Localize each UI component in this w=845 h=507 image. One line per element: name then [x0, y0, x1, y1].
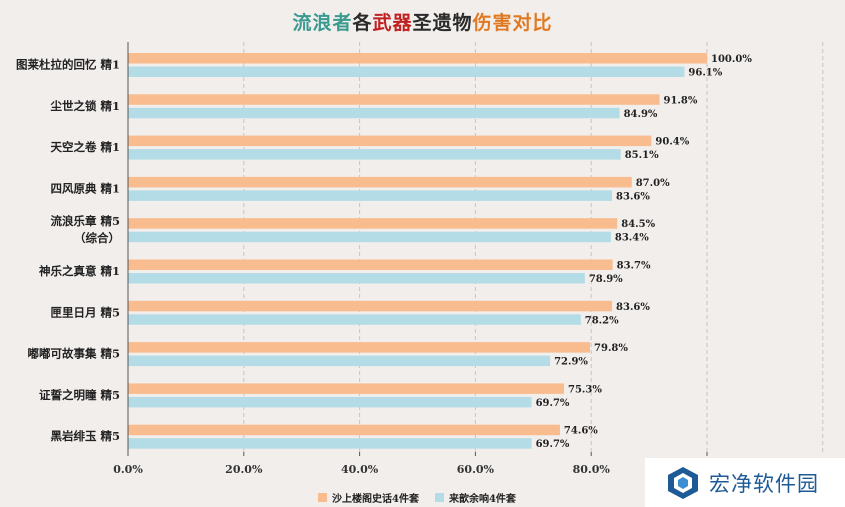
title-part: 流浪者 [292, 12, 353, 34]
category-label: 匣里日月 精5 [50, 305, 120, 319]
data-label: 91.8% [664, 95, 698, 106]
legend-item-series-2: 来歆余响4件套 [434, 490, 516, 505]
category-label: 图莱杜拉的回忆 精1 [16, 58, 120, 72]
title-part: 武器 [372, 12, 413, 34]
category-label: （综合） [74, 231, 120, 245]
title-part: 圣遗物 [412, 12, 473, 34]
legend-label-series-1: 沙上楼阁史话4件套 [332, 493, 419, 505]
bar [128, 53, 707, 64]
bar [128, 190, 613, 201]
legend-item-series-1: 沙上楼阁史话4件套 [318, 490, 419, 505]
data-label: 78.2% [585, 315, 619, 326]
bar [128, 383, 564, 394]
bar [128, 66, 685, 77]
data-label: 69.7% [536, 439, 570, 450]
legend-label-series-2: 来歆余响4件套 [448, 493, 516, 505]
watermark-text: 宏净软件园 [709, 471, 819, 496]
bar [128, 176, 632, 188]
category-label: 四风原典 精1 [50, 181, 120, 195]
data-label: 100.0% [711, 54, 752, 65]
data-label: 84.9% [624, 109, 658, 120]
category-label: 证誓之明瞳 精5 [39, 388, 120, 402]
legend: 沙上楼阁史话4件套 来歆余响4件套 [318, 489, 516, 505]
data-label: 83.7% [617, 261, 651, 272]
bar [128, 424, 560, 436]
x-tick-label: 40.0% [341, 463, 379, 476]
category-label: 神乐之真意 精1 [39, 264, 120, 278]
legend-swatch-series-2 [434, 492, 444, 502]
data-label: 69.7% [536, 398, 570, 409]
data-label: 90.4% [655, 137, 689, 148]
title-part: 伤害对比 [472, 12, 553, 34]
category-label: 流浪乐章 精5 [50, 214, 120, 228]
data-label: 72.9% [554, 357, 588, 368]
bar [128, 300, 613, 312]
data-label: 87.0% [636, 178, 670, 189]
bar [128, 314, 581, 325]
category-label: 天空之卷 精1 [50, 140, 120, 154]
data-label: 83.6% [616, 302, 650, 313]
data-label: 78.9% [589, 274, 623, 285]
x-tick-label: 60.0% [457, 463, 495, 476]
bar [128, 259, 613, 270]
data-label: 85.1% [625, 150, 659, 161]
bar [128, 135, 652, 147]
bar [128, 107, 620, 119]
bar [128, 94, 660, 105]
data-label: 84.5% [621, 219, 655, 230]
hongjing-logo-icon [668, 466, 698, 499]
category-label: 尘世之锁 精1 [50, 99, 120, 113]
data-label: 74.6% [564, 426, 598, 437]
bar [128, 396, 532, 408]
data-label: 75.3% [568, 384, 602, 395]
category-label: 黑岩绯玉 精5 [50, 429, 120, 443]
bar [128, 149, 621, 160]
data-label: 96.1% [688, 68, 722, 79]
bar [128, 438, 532, 449]
x-tick-label: 80.0% [573, 463, 611, 476]
category-label: 嘟嘟可故事集 精5 [27, 347, 120, 361]
watermark: 宏净软件园 [645, 458, 845, 507]
chart-title: 流浪者各武器圣遗物伤害对比 [0, 8, 845, 35]
bar [128, 218, 618, 229]
data-label: 79.8% [594, 343, 628, 354]
data-label: 83.4% [615, 233, 649, 244]
x-tick-label: 20.0% [225, 463, 263, 476]
bar [128, 231, 611, 243]
x-tick-label: 0.0% [113, 463, 143, 476]
legend-swatch-series-1 [318, 492, 327, 502]
data-label: 83.6% [616, 191, 650, 202]
bar [128, 342, 591, 353]
bar [128, 273, 585, 284]
title-part: 各 [352, 12, 373, 34]
bar [128, 355, 551, 367]
